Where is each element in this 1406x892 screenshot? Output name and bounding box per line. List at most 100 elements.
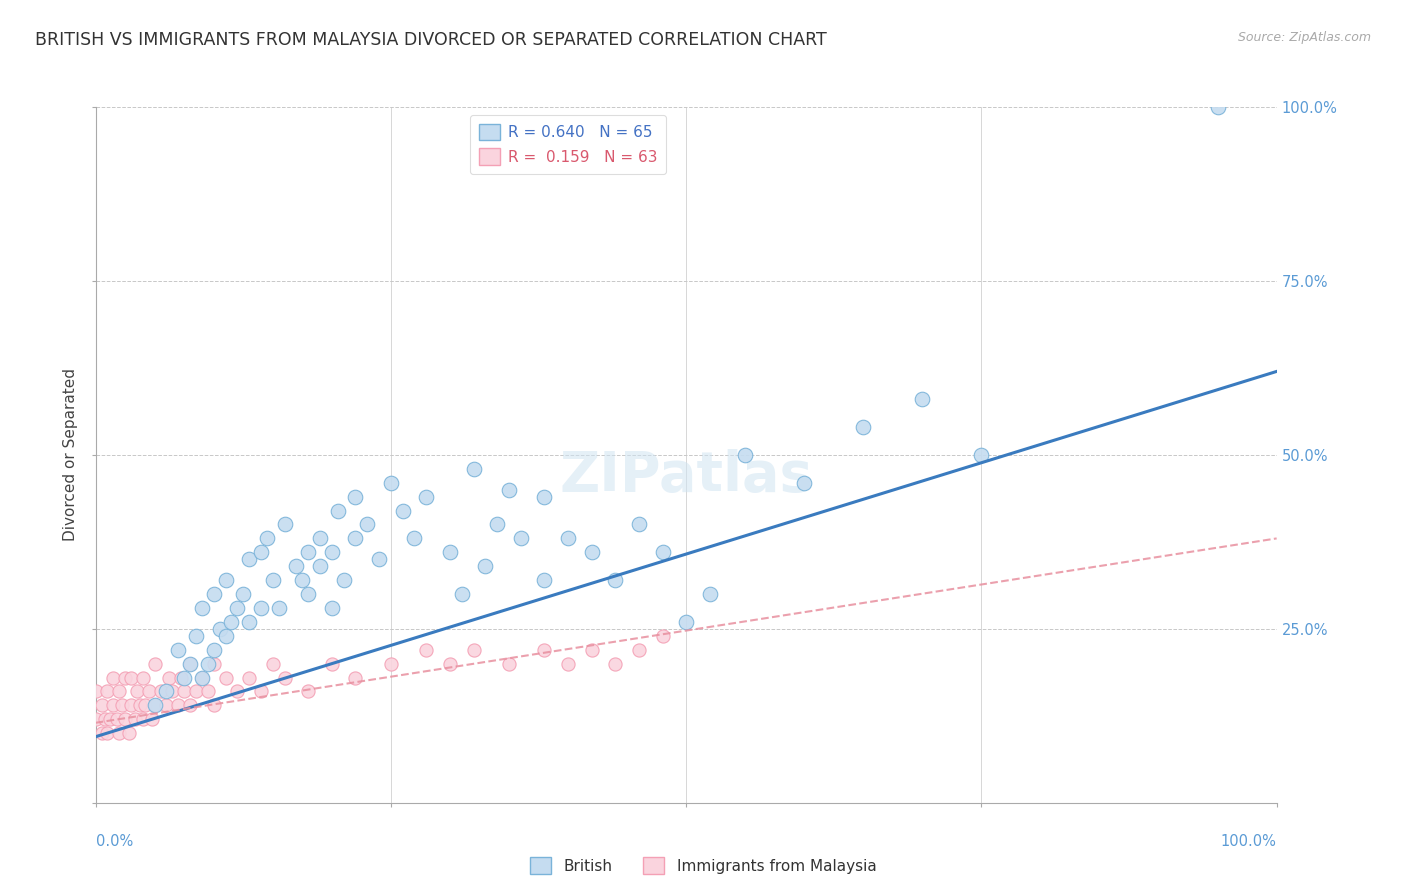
Point	[605, 573, 627, 587]
Point	[125, 684, 148, 698]
Text: 100.0%: 100.0%	[1220, 834, 1277, 848]
Point	[509, 532, 531, 546]
Point	[498, 657, 520, 671]
Point	[191, 601, 214, 615]
Point	[415, 642, 437, 657]
Point	[250, 601, 273, 615]
Point	[129, 698, 152, 713]
Point	[297, 545, 319, 559]
Point	[380, 657, 402, 671]
Point	[157, 671, 180, 685]
Point	[155, 684, 177, 698]
Point	[675, 615, 697, 629]
Point	[96, 684, 118, 698]
Point	[232, 587, 254, 601]
Point	[463, 462, 485, 476]
Point	[285, 559, 308, 574]
Point	[108, 726, 131, 740]
Point	[267, 601, 290, 615]
Point	[273, 671, 295, 685]
Point	[450, 587, 472, 601]
Point	[970, 448, 993, 462]
Point	[439, 545, 461, 559]
Point	[173, 671, 195, 685]
Point	[262, 573, 284, 587]
Point	[114, 671, 136, 685]
Point	[415, 490, 437, 504]
Point	[463, 642, 485, 657]
Point	[226, 684, 249, 698]
Text: ZIPatlas: ZIPatlas	[560, 449, 813, 503]
Point	[486, 517, 509, 532]
Point	[238, 671, 260, 685]
Point	[162, 684, 184, 698]
Point	[557, 657, 579, 671]
Text: 0.0%: 0.0%	[96, 834, 132, 848]
Point	[110, 698, 132, 713]
Point	[291, 573, 314, 587]
Point	[90, 698, 112, 713]
Point	[103, 698, 125, 713]
Point	[124, 712, 146, 726]
Point	[94, 712, 117, 726]
Point	[179, 657, 201, 671]
Point	[155, 698, 177, 713]
Point	[250, 545, 273, 559]
Point	[344, 532, 367, 546]
Point	[141, 712, 163, 726]
Point	[533, 490, 555, 504]
Point	[627, 642, 650, 657]
Point	[911, 392, 934, 407]
Point	[167, 642, 190, 657]
Point	[114, 712, 136, 726]
Point	[108, 684, 131, 698]
Point	[238, 552, 260, 566]
Text: Source: ZipAtlas.com: Source: ZipAtlas.com	[1237, 31, 1371, 45]
Point	[256, 532, 278, 546]
Point	[297, 587, 319, 601]
Point	[627, 517, 650, 532]
Point	[852, 420, 875, 434]
Point	[143, 698, 166, 713]
Point	[221, 615, 243, 629]
Point	[581, 642, 603, 657]
Point	[105, 712, 128, 726]
Point	[134, 698, 156, 713]
Point	[533, 642, 555, 657]
Text: BRITISH VS IMMIGRANTS FROM MALAYSIA DIVORCED OR SEPARATED CORRELATION CHART: BRITISH VS IMMIGRANTS FROM MALAYSIA DIVO…	[35, 31, 827, 49]
Point	[439, 657, 461, 671]
Point	[96, 726, 118, 740]
Point	[167, 698, 190, 713]
Point	[321, 601, 343, 615]
Point	[326, 503, 349, 517]
Point	[118, 726, 141, 740]
Point	[191, 671, 214, 685]
Point	[208, 622, 231, 636]
Point	[533, 573, 555, 587]
Point	[84, 684, 107, 698]
Point	[197, 657, 219, 671]
Legend: British, Immigrants from Malaysia: British, Immigrants from Malaysia	[523, 851, 883, 880]
Point	[169, 671, 191, 685]
Point	[332, 573, 354, 587]
Point	[173, 684, 195, 698]
Point	[238, 615, 260, 629]
Point	[84, 712, 107, 726]
Point	[391, 503, 413, 517]
Point	[344, 490, 367, 504]
Point	[309, 532, 332, 546]
Point	[321, 545, 343, 559]
Point	[202, 587, 225, 601]
Point	[214, 671, 236, 685]
Point	[474, 559, 496, 574]
Point	[132, 712, 155, 726]
Point	[214, 573, 236, 587]
Point	[557, 532, 579, 546]
Point	[309, 559, 332, 574]
Point	[149, 684, 172, 698]
Point	[98, 712, 121, 726]
Point	[651, 629, 673, 643]
Point	[250, 684, 273, 698]
Point	[214, 629, 236, 643]
Point	[699, 587, 721, 601]
